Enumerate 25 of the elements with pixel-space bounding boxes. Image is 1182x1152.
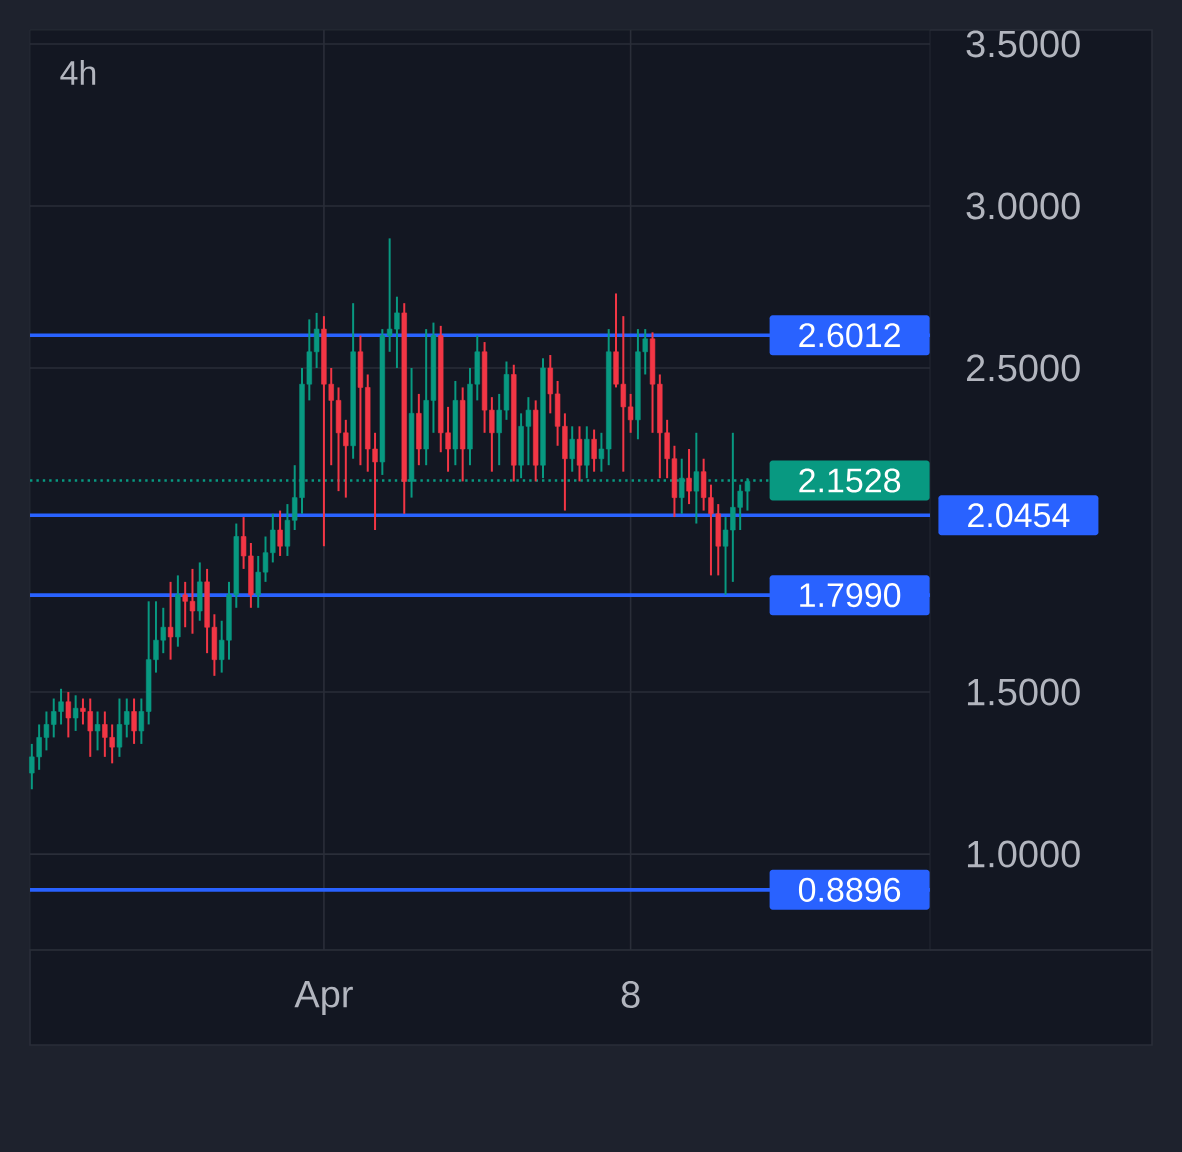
candlestick [693, 431, 700, 525]
y-tick-label: 1.0000 [967, 840, 1080, 868]
y-tick-label: 3.5000 [966, 30, 1080, 58]
candlestick [686, 448, 692, 506]
candlestick [94, 710, 101, 752]
ref-line-label: 2.0454 [968, 503, 1070, 528]
candlestick [313, 311, 320, 369]
candlestick [65, 691, 72, 739]
x-tick-label: 8 [621, 981, 640, 1008]
ref-line-label: 2.6012 [799, 323, 900, 348]
candlestick [167, 580, 174, 661]
ref-line-label: 2.1528 [799, 468, 901, 493]
candlestick [277, 509, 283, 557]
candlestick [131, 697, 137, 745]
x-tick-label: Apr [294, 981, 353, 1016]
ref-line-label: 0.8896 [798, 877, 901, 902]
ref-line-label: 1.7990 [800, 583, 901, 608]
candlestick [116, 697, 123, 758]
candlestick [72, 694, 79, 732]
y-tick-label: 3.0000 [966, 192, 1080, 220]
y-tick-label: 2.5000 [966, 354, 1080, 382]
candlestick [124, 697, 130, 739]
candlestick [138, 697, 145, 745]
text: 4h [60, 60, 96, 85]
y-tick-label: 1.5000 [967, 678, 1080, 706]
